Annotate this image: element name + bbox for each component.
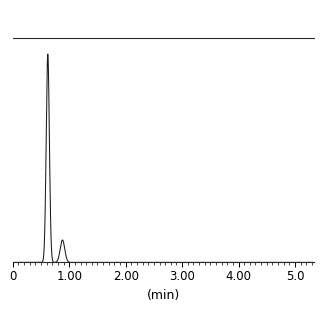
X-axis label: (min): (min) bbox=[147, 289, 180, 301]
